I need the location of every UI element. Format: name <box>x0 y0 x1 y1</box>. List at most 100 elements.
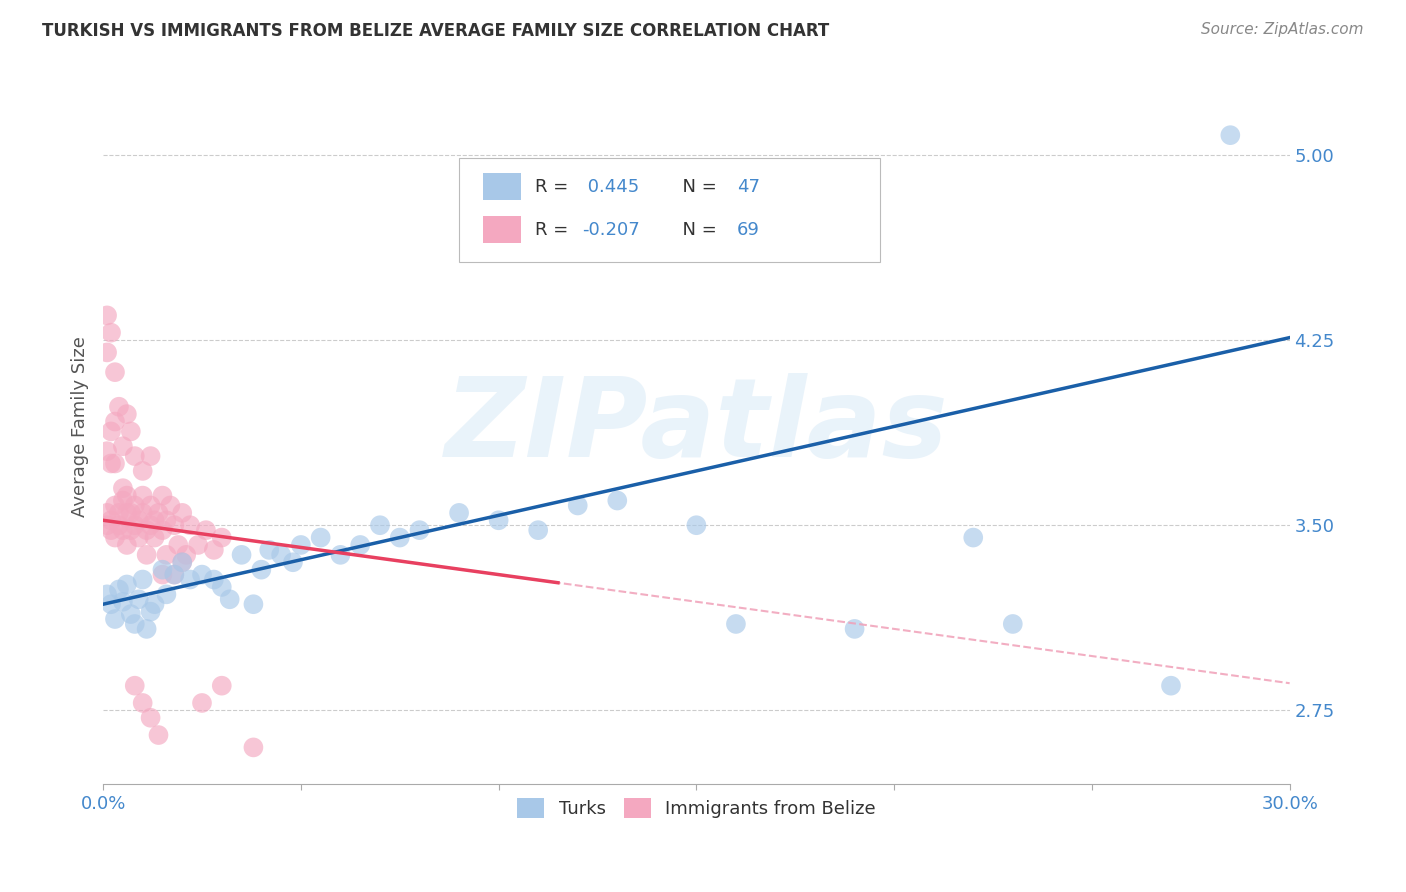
Point <box>167 538 190 552</box>
Point <box>139 711 162 725</box>
Point <box>172 555 194 569</box>
Point <box>194 523 217 537</box>
Point <box>124 499 146 513</box>
Point <box>100 457 122 471</box>
Point <box>163 567 186 582</box>
Point <box>96 587 118 601</box>
Point <box>155 548 177 562</box>
Text: TURKISH VS IMMIGRANTS FROM BELIZE AVERAGE FAMILY SIZE CORRELATION CHART: TURKISH VS IMMIGRANTS FROM BELIZE AVERAG… <box>42 22 830 40</box>
Point <box>115 577 138 591</box>
Point <box>449 506 471 520</box>
Point <box>152 563 174 577</box>
Point <box>131 489 153 503</box>
Point <box>527 523 550 537</box>
Point <box>139 449 162 463</box>
Point <box>131 573 153 587</box>
Point <box>124 617 146 632</box>
FancyBboxPatch shape <box>460 158 880 262</box>
Point <box>1160 679 1182 693</box>
Point <box>139 605 162 619</box>
Point <box>606 493 628 508</box>
Point <box>172 506 194 520</box>
Point <box>115 506 138 520</box>
Point <box>152 489 174 503</box>
Point <box>844 622 866 636</box>
Point <box>135 548 157 562</box>
Point <box>96 518 118 533</box>
Point <box>250 563 273 577</box>
Point <box>202 573 225 587</box>
Point <box>1219 128 1241 143</box>
Point <box>143 597 166 611</box>
Point <box>172 555 194 569</box>
Text: N =: N = <box>672 220 723 238</box>
Point <box>179 573 201 587</box>
Point <box>724 617 747 632</box>
Point <box>218 592 240 607</box>
Point <box>159 499 181 513</box>
Text: R =: R = <box>536 178 574 195</box>
Point <box>96 444 118 458</box>
Point <box>329 548 352 562</box>
Text: 0.445: 0.445 <box>582 178 640 195</box>
Point <box>108 506 131 520</box>
Point <box>128 592 150 607</box>
Point <box>96 309 118 323</box>
Point <box>148 728 170 742</box>
Point <box>115 489 138 503</box>
Point <box>135 622 157 636</box>
Point <box>349 538 371 552</box>
Point <box>104 612 127 626</box>
Point <box>115 407 138 421</box>
Point <box>242 740 264 755</box>
Point <box>111 523 134 537</box>
Point <box>242 597 264 611</box>
Point <box>104 499 127 513</box>
Point <box>152 567 174 582</box>
Point <box>368 518 391 533</box>
Point <box>187 538 209 552</box>
Legend: Turks, Immigrants from Belize: Turks, Immigrants from Belize <box>510 791 883 825</box>
Point <box>100 326 122 340</box>
Point <box>131 696 153 710</box>
Point <box>104 365 127 379</box>
Point <box>962 531 984 545</box>
Point <box>143 513 166 527</box>
Point <box>108 518 131 533</box>
Point <box>111 481 134 495</box>
Point <box>488 513 510 527</box>
Text: 47: 47 <box>737 178 759 195</box>
Point <box>120 607 142 621</box>
Point <box>120 523 142 537</box>
Point <box>131 506 153 520</box>
Point <box>128 531 150 545</box>
Text: -0.207: -0.207 <box>582 220 640 238</box>
Point <box>155 587 177 601</box>
Point <box>211 679 233 693</box>
Point <box>104 531 127 545</box>
Point <box>124 679 146 693</box>
Point <box>211 531 233 545</box>
Point <box>100 597 122 611</box>
Point <box>111 493 134 508</box>
Point <box>152 523 174 537</box>
Point <box>408 523 430 537</box>
Point <box>290 538 312 552</box>
Text: Source: ZipAtlas.com: Source: ZipAtlas.com <box>1201 22 1364 37</box>
Point <box>96 345 118 359</box>
Point <box>211 580 233 594</box>
Point <box>100 425 122 439</box>
Point <box>115 538 138 552</box>
Point <box>143 531 166 545</box>
Point <box>139 499 162 513</box>
Text: 69: 69 <box>737 220 759 238</box>
Point <box>309 531 332 545</box>
Point <box>111 595 134 609</box>
Y-axis label: Average Family Size: Average Family Size <box>72 336 89 516</box>
Point <box>131 464 153 478</box>
Point <box>100 513 122 527</box>
Point <box>135 523 157 537</box>
Point <box>124 449 146 463</box>
Point <box>124 518 146 533</box>
Point <box>231 548 253 562</box>
